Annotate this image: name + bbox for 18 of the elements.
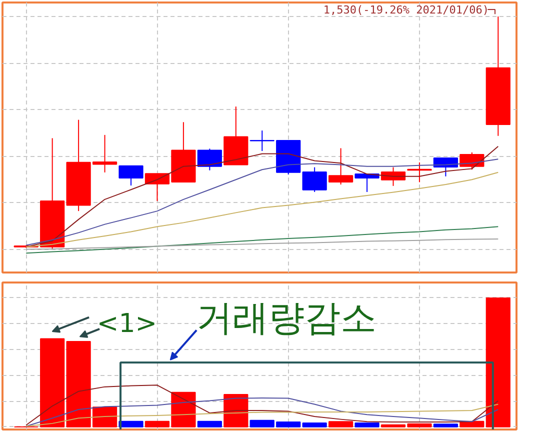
bar	[302, 422, 327, 428]
bar	[328, 421, 354, 428]
bar	[40, 338, 65, 428]
candlestick	[328, 148, 354, 186]
candlestick	[118, 165, 144, 186]
candlestick	[197, 148, 222, 171]
annotation: 거래량감소	[196, 298, 377, 340]
annotation: <1>	[96, 309, 158, 340]
bar	[433, 424, 458, 428]
bar	[486, 297, 510, 428]
bar	[197, 420, 222, 428]
candlestick	[354, 174, 380, 192]
annotation: 1,530(-19.26% 2021/01/06)	[323, 4, 489, 17]
bar	[224, 394, 248, 428]
candlestick	[407, 162, 432, 183]
bar	[354, 422, 380, 428]
candlestick	[302, 166, 327, 192]
bar	[118, 420, 144, 428]
